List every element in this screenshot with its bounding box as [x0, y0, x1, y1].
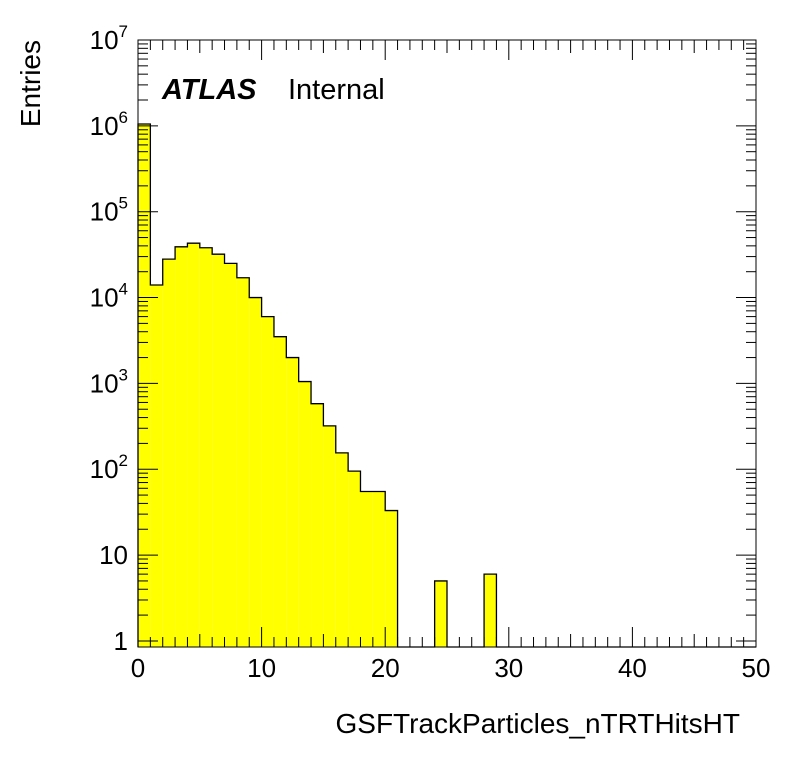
histogram-bar [311, 403, 324, 647]
histogram-bar [273, 336, 287, 647]
atlas-label: ATLAS [161, 74, 257, 106]
histogram-bar [187, 243, 200, 648]
histogram-bar [372, 491, 386, 647]
histogram-bar [298, 381, 312, 647]
histogram-bar [138, 124, 151, 647]
histogram-bar [360, 491, 373, 647]
x-tick-label: 20 [371, 653, 400, 683]
y-tick-label: 104 [90, 280, 128, 313]
histogram-bar [224, 263, 237, 647]
x-axis-title: GSFTrackParticles_nTRTHitsHT [336, 708, 741, 739]
histogram-bar [249, 297, 262, 647]
x-tick-label: 30 [494, 653, 523, 683]
y-tick-labels: 1 10 102 103 104 105 106 107 [90, 22, 128, 656]
y-axis-title: Entries [15, 40, 46, 127]
x-tick-label: 10 [247, 653, 276, 683]
y-tick-label: 105 [90, 194, 128, 227]
histogram-bar [212, 254, 225, 647]
y-tick-label: 102 [90, 451, 128, 484]
histogram-bar [261, 316, 274, 647]
y-tick-label: 1 [114, 626, 128, 656]
histogram-bar [385, 510, 398, 647]
histogram-bar [150, 285, 163, 647]
axis-ticks [137, 39, 757, 647]
histogram-bar [236, 277, 250, 647]
histogram-bar [175, 246, 188, 648]
x-tick-label: 50 [742, 653, 771, 683]
x-tick-label: 40 [618, 653, 647, 683]
histogram-bar [335, 452, 349, 647]
histogram-bar [199, 247, 213, 647]
y-tick-label: 107 [90, 22, 128, 55]
histogram-bars [137, 123, 756, 648]
plot-frame [137, 39, 757, 648]
histogram-bar [162, 259, 176, 647]
y-tick-label: 103 [90, 365, 128, 398]
y-tick-label: 10 [99, 540, 128, 570]
histogram-bar [286, 357, 299, 647]
histogram-bar [348, 471, 361, 647]
histogram-bar [434, 580, 447, 647]
x-tick-label: 0 [131, 653, 145, 683]
histogram-bar [323, 425, 336, 647]
y-tick-label: 106 [90, 108, 128, 141]
internal-label: Internal [288, 74, 385, 106]
x-tick-labels: 0 10 20 30 40 50 [131, 653, 771, 683]
histogram-bar [484, 574, 497, 647]
